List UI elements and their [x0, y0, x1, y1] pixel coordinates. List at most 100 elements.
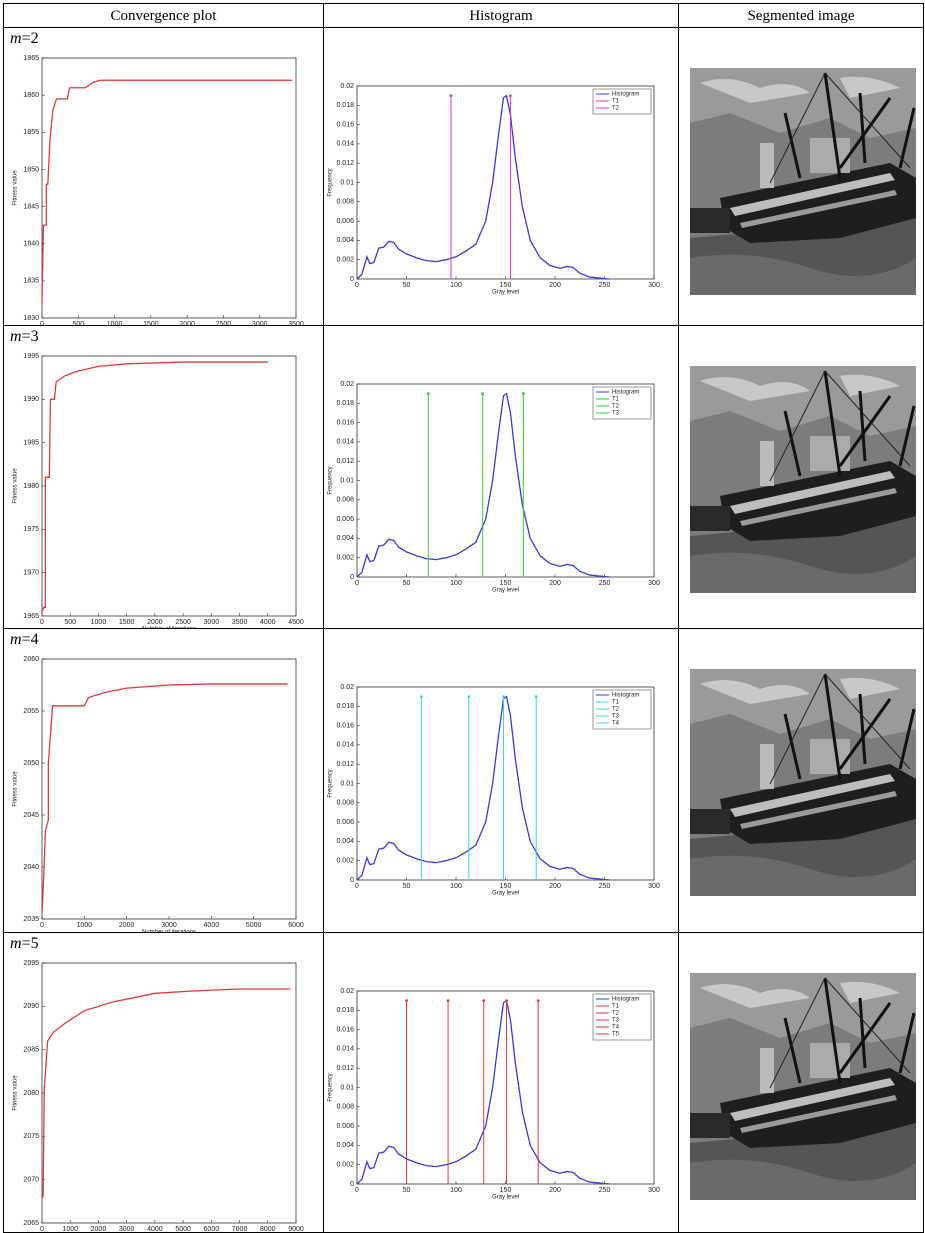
image-cell	[679, 28, 924, 326]
legend-label: T1	[612, 397, 620, 403]
y-tick-label: 0.008	[336, 1104, 354, 1111]
legend-label: Histogram	[612, 693, 639, 699]
y-tick-label: 0.02	[340, 381, 354, 388]
x-tick-label: 200	[549, 580, 561, 587]
y-tick-label: 0.018	[336, 400, 354, 407]
y-tick-label: 0.014	[336, 439, 354, 446]
y-tick-label: 2065	[23, 1220, 39, 1227]
y-tick-label: 0	[350, 1181, 354, 1188]
convergence-line	[41, 683, 288, 914]
legend-box	[592, 993, 652, 1041]
y-tick-label: 0.018	[336, 703, 354, 710]
x-tick-label: 500	[72, 321, 84, 326]
y-tick-label: 0.014	[336, 141, 354, 148]
convergence-cell: m=2 0 500 1000 1500 2000 2500 3000 3500 1830 1835 1…	[3, 28, 324, 326]
x-tick-label: 1000	[62, 1226, 78, 1233]
plot-area	[41, 658, 297, 920]
x-tick-label: 150	[500, 282, 512, 289]
segmented-image-content	[690, 366, 916, 593]
x-tick-label: 5000	[246, 922, 262, 929]
legend-label: T1	[612, 1004, 620, 1010]
x-tick-label: 4000	[147, 1226, 163, 1233]
x-tick-label: 300	[648, 1187, 660, 1194]
series-line	[356, 999, 610, 1185]
x-tick-label: 5000	[175, 1226, 191, 1233]
x-tick-label: 0	[355, 282, 359, 289]
segmented-image-content	[690, 68, 916, 295]
x-tick-label: 0	[40, 922, 44, 929]
row-label: m=4	[10, 631, 39, 648]
legend-label: T4	[612, 1025, 620, 1031]
legend-label: T5	[612, 1032, 620, 1038]
header-cell: Histogram	[324, 3, 679, 28]
convergence-cell: m=3 0 500 1000 1500 2000 2500 3000 3500 4000 4500 1…	[3, 326, 324, 629]
x-tick-label: 3000	[204, 619, 220, 626]
threshold-marker	[446, 999, 450, 1003]
y-tick-label: 0.014	[336, 1046, 354, 1053]
y-tick-label: 0	[350, 574, 354, 581]
x-tick-label: 4000	[260, 619, 276, 626]
legend-label: T2	[612, 1011, 620, 1017]
y-axis-label: Frequency	[328, 769, 334, 797]
y-tick-label: 1855	[23, 129, 39, 136]
y-tick-label: 1980	[23, 483, 39, 490]
y-tick-label: 0.004	[336, 838, 354, 845]
convergence-line	[41, 79, 293, 304]
x-tick-label: 250	[599, 580, 611, 587]
x-tick-label: 3000	[119, 1226, 135, 1233]
y-axis-label: Frequency	[328, 466, 334, 494]
y-tick-label: 0.004	[336, 237, 354, 244]
y-tick-label: 1990	[23, 396, 39, 403]
segmented-image	[690, 68, 916, 295]
x-axis-label: Gray level	[492, 588, 519, 594]
row-label: m=5	[10, 935, 39, 952]
y-tick-label: 0.02	[340, 988, 354, 995]
threshold-marker	[467, 695, 471, 699]
threshold-marker	[521, 392, 525, 396]
y-tick-label: 0.018	[336, 1007, 354, 1014]
histogram-cell: 0 50 100 150 200 250 300 0 0.002 0.004 0.006 0.008 0…	[324, 933, 679, 1233]
convergence-chart: 0 500 1000 1500 2000 2500 3000 3500 4000 4500 1965…	[13, 353, 304, 629]
x-tick-label: 250	[599, 1187, 611, 1194]
convergence-chart: 0 1000 2000 3000 4000 5000 6000 7000 8000 9000 206…	[13, 960, 304, 1233]
x-tick-label: 1500	[143, 321, 159, 326]
row-label: m=2	[10, 30, 39, 47]
legend-label: T2	[612, 707, 620, 713]
y-tick-label: 2040	[23, 864, 39, 871]
convergence-chart: 0 500 1000 1500 2000 2500 3000 3500 1830 1835 1840…	[13, 55, 304, 326]
y-tick-label: 0	[350, 276, 354, 283]
row-label: m=3	[10, 328, 39, 345]
image-cell	[679, 326, 924, 629]
y-tick-label: 0.02	[340, 684, 354, 691]
y-tick-label: 1830	[23, 315, 39, 322]
y-tick-label: 0.006	[336, 819, 354, 826]
y-tick-label: 2085	[23, 1047, 39, 1054]
y-tick-label: 0.002	[336, 257, 354, 264]
header-cell: Convergence plot	[3, 3, 324, 28]
y-tick-label: 0.01	[340, 179, 354, 186]
threshold-marker	[426, 392, 430, 396]
x-tick-label: 100	[450, 883, 462, 890]
y-tick-label: 0.006	[336, 218, 354, 225]
y-tick-label: 1970	[23, 570, 39, 577]
y-tick-label: 0.016	[336, 722, 354, 729]
threshold-marker	[405, 999, 408, 1003]
y-tick-label: 0.02	[340, 83, 354, 90]
y-tick-label: 0.002	[336, 858, 354, 865]
y-tick-label: 0.012	[336, 458, 354, 465]
legend-label: T1	[612, 700, 620, 706]
x-tick-label: 3000	[161, 922, 177, 929]
y-tick-label: 1985	[23, 440, 39, 447]
legend-label: Histogram	[612, 997, 639, 1003]
x-tick-label: 500	[64, 619, 76, 626]
x-tick-label: 0	[40, 1226, 44, 1233]
segmented-image	[690, 973, 916, 1200]
x-tick-label: 250	[599, 883, 611, 890]
convergence-chart: 0 1000 2000 3000 4000 5000 6000 2035 2040 2045 205…	[13, 656, 304, 933]
y-tick-label: 0.006	[336, 1123, 354, 1130]
y-axis-label: Fitness value	[13, 468, 19, 504]
y-tick-label: 0	[350, 877, 354, 884]
legend-label: T2	[612, 106, 620, 112]
y-tick-label: 0.008	[336, 497, 354, 504]
